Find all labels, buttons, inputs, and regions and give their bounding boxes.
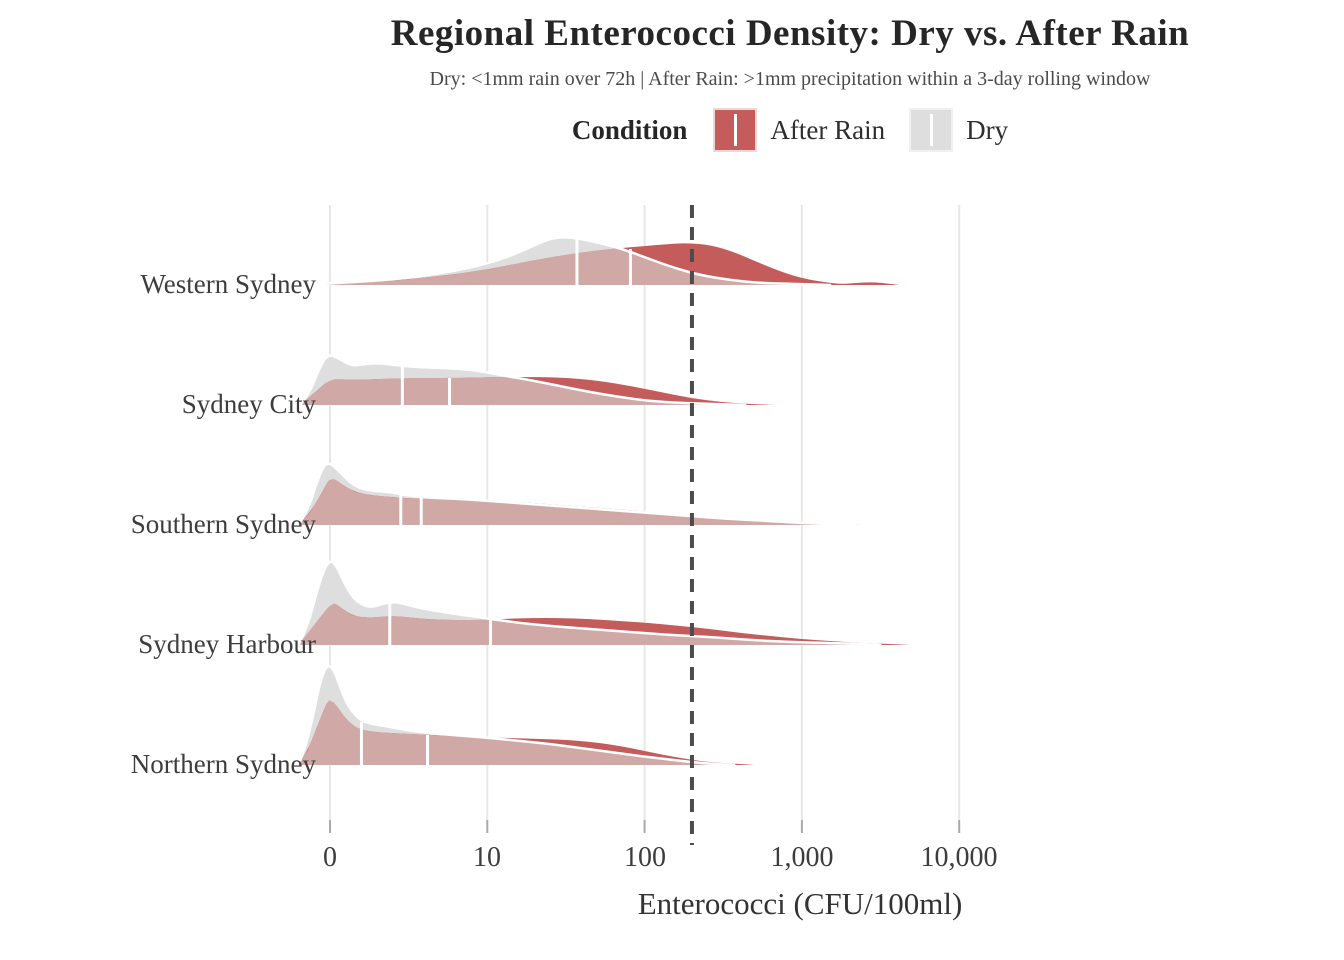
median-dry-3 (388, 602, 392, 645)
median-dry-1 (400, 367, 404, 405)
dry-contour-1 (298, 354, 747, 407)
row-label-southern-sydney: Southern Sydney (130, 509, 316, 539)
median-dry-2 (399, 495, 403, 525)
x-tick-100: 100 (624, 842, 666, 873)
density-overlap-0 (304, 248, 900, 285)
page-title: Regional Enterococci Density: Dry vs. Af… (390, 13, 1190, 54)
density-overlap-2 (298, 479, 861, 525)
median-dry-4 (359, 722, 363, 765)
legend: Condition After Rain Dry (250, 108, 1330, 152)
x-axis-title: Enterococci (CFU/100ml) (637, 886, 963, 921)
median-after-rain-2 (419, 498, 423, 525)
x-tick-10000: 10,000 (920, 842, 998, 873)
dry-contour-2 (297, 462, 857, 527)
legend-swatch-after-rain (713, 108, 758, 152)
row-label-northern-sydney: Northern Sydney (130, 749, 316, 779)
row-label-western-sydney: Western Sydney (140, 269, 316, 299)
median-after-rain-4 (426, 735, 430, 765)
x-tick-0: 0 (323, 842, 337, 873)
median-after-rain-1 (448, 378, 452, 405)
dry-contour-0 (303, 236, 832, 287)
median-line-glyph (929, 114, 933, 146)
x-tick-10: 10 (473, 842, 501, 873)
median-after-rain-3 (488, 620, 492, 645)
dry-contour-3 (297, 560, 882, 647)
density-overlap-4 (298, 700, 755, 765)
x-tick-1000: 1,000 (770, 842, 834, 873)
chart-subtitle: Dry: <1mm rain over 72h | After Rain: >1… (429, 68, 1151, 90)
row-label-sydney-harbour: Sydney Harbour (138, 629, 316, 659)
legend-label-dry: Dry (966, 114, 1009, 145)
legend-title: Condition (571, 114, 688, 145)
median-line-glyph (733, 114, 737, 146)
row-label-sydney-city: Sydney City (181, 389, 316, 419)
legend-swatch-dry (909, 108, 954, 152)
dry-contour-4 (297, 665, 736, 767)
median-after-rain-0 (628, 249, 632, 285)
legend-label-after-rain: After Rain (770, 114, 886, 145)
median-dry-0 (575, 238, 579, 285)
density-overlap-1 (300, 377, 776, 405)
density-overlap-3 (298, 603, 911, 645)
